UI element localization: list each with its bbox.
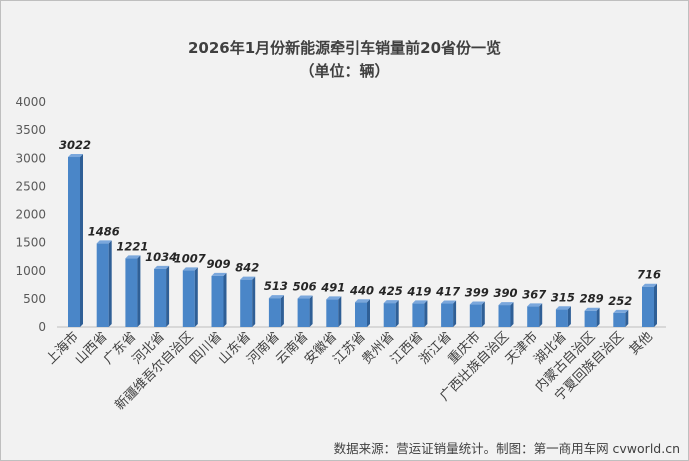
data-label: 315 (551, 290, 575, 304)
bar (383, 303, 396, 327)
bar-side (625, 309, 629, 327)
data-label: 289 (580, 292, 604, 306)
bar-top (182, 267, 198, 271)
data-label: 1034 (145, 250, 177, 264)
bar (68, 157, 80, 327)
bar-top (555, 306, 571, 310)
data-label: 399 (465, 286, 489, 300)
bar-side (596, 307, 600, 327)
data-label: 716 (637, 268, 661, 282)
bar (441, 303, 454, 327)
y-tick-label: 3000 (15, 151, 46, 165)
data-label: 425 (378, 284, 403, 298)
bar-side (80, 154, 83, 327)
bar (268, 298, 281, 327)
data-label: 842 (235, 261, 259, 275)
bar-side (280, 295, 284, 327)
data-label: 1486 (88, 224, 120, 238)
bar (326, 299, 339, 327)
bar-side (108, 240, 112, 327)
bar (297, 298, 310, 327)
bar (527, 306, 540, 327)
bar (412, 303, 425, 327)
bar (240, 279, 253, 327)
bar (642, 286, 654, 327)
bar-side (654, 283, 657, 327)
y-tick-label: 2000 (15, 208, 46, 222)
bar-top (498, 302, 514, 306)
data-label: 440 (349, 283, 374, 297)
bar-side (223, 272, 227, 327)
bar-top (613, 309, 629, 313)
data-label: 909 (206, 257, 230, 271)
bar (584, 310, 597, 327)
bar-top (125, 255, 141, 259)
bar-top (326, 296, 342, 300)
bar-side (453, 300, 457, 327)
bar-side (166, 265, 170, 327)
bar-side (539, 303, 543, 327)
bar-side (510, 302, 514, 327)
bar-top (211, 272, 227, 276)
bar-top (412, 300, 428, 304)
bar-top (240, 276, 256, 280)
bar-top (355, 299, 370, 303)
data-label: 252 (608, 294, 632, 308)
bar-side (194, 267, 198, 327)
bar-side (367, 299, 370, 327)
bar-top (297, 295, 313, 299)
bar-top (527, 303, 543, 307)
bar-top (383, 300, 399, 304)
y-tick-label: 4000 (15, 95, 46, 109)
x-tick-label: 其他 (627, 329, 656, 358)
bar-side (309, 295, 313, 327)
bar (125, 258, 138, 327)
chart-title: 2026年1月份新能源牵引车销量前20省份一览 (187, 39, 502, 57)
bar (96, 243, 109, 327)
bar-side (481, 301, 485, 327)
bar-top (642, 283, 657, 287)
data-label: 513 (264, 279, 288, 293)
bar-top (469, 301, 485, 305)
data-label: 3022 (59, 138, 91, 152)
bar-top (441, 300, 457, 304)
y-tick-label: 2500 (15, 179, 46, 193)
bar-side (252, 276, 256, 327)
bar (469, 304, 482, 327)
y-tick-label: 3500 (15, 123, 46, 137)
bar (154, 268, 167, 327)
y-tick-label: 1000 (15, 264, 46, 278)
bar (355, 302, 367, 327)
bar-top (96, 240, 112, 244)
bar-top (154, 265, 170, 269)
bar-top (584, 307, 600, 311)
bar-side (424, 300, 428, 327)
y-tick-label: 0 (38, 320, 46, 334)
bar-side (338, 296, 342, 327)
bar (613, 312, 626, 327)
data-label: 506 (293, 280, 317, 294)
data-label: 367 (522, 287, 546, 301)
bar (182, 270, 195, 327)
source-note: 数据来源：营运证销量统计。制图：第一商用车网 cvworld.cn (333, 441, 680, 456)
data-label: 419 (406, 284, 431, 298)
bar-top (68, 154, 83, 158)
y-tick-label: 1500 (15, 236, 46, 250)
chart-subtitle: （单位：辆） (299, 62, 390, 80)
y-tick-label: 500 (23, 292, 46, 306)
bar (498, 305, 511, 327)
bar-top (268, 295, 284, 299)
bar-side (137, 255, 141, 327)
bar (211, 275, 224, 327)
bar-side (395, 300, 399, 327)
bar-side (567, 306, 571, 327)
data-label: 390 (493, 286, 517, 300)
data-label: 491 (320, 280, 345, 294)
bar (555, 309, 568, 327)
data-label: 1221 (116, 239, 148, 253)
data-label: 1007 (174, 251, 206, 265)
data-label: 417 (435, 285, 460, 299)
